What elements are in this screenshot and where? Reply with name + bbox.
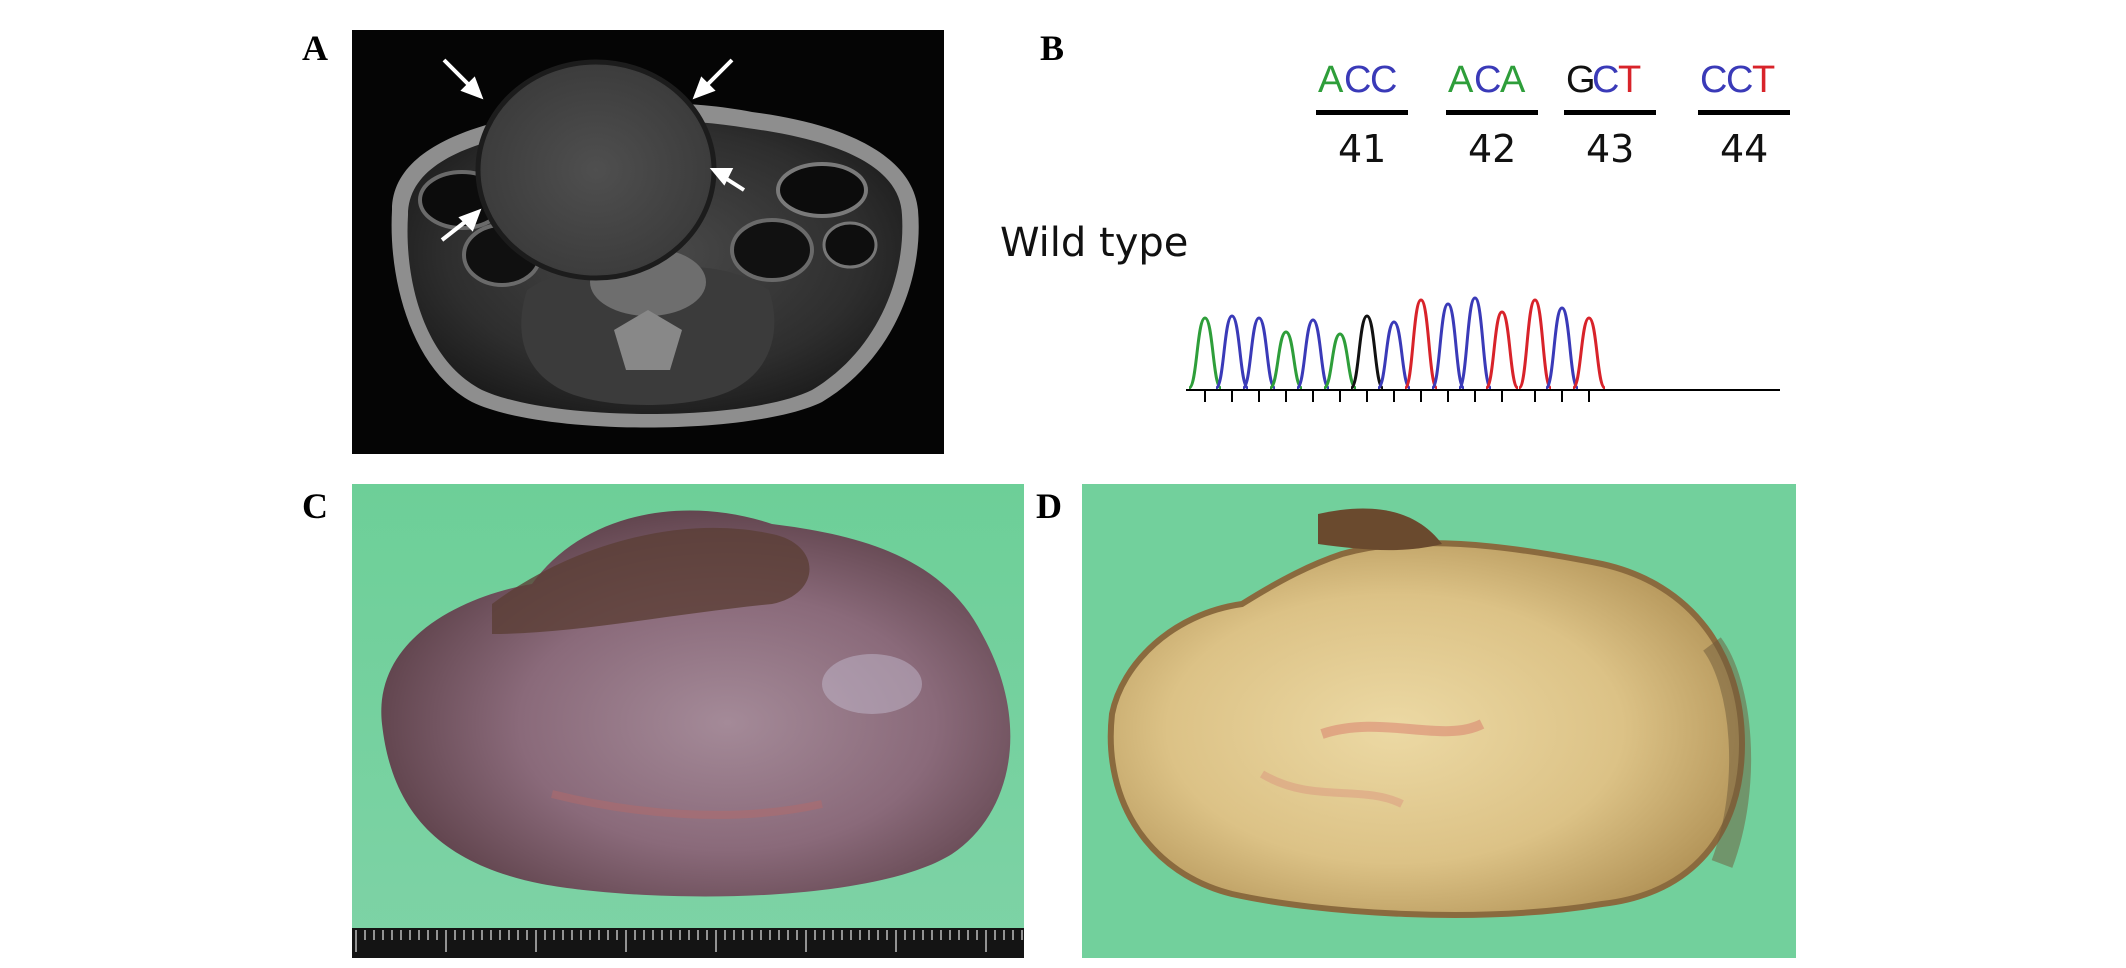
sequence-base: G [1566,59,1596,101]
chromatogram-peak [1268,330,1304,390]
chromatogram-peak [1241,316,1277,390]
specimen-exterior-drawing [352,484,1024,958]
chromatogram-peak [1430,302,1466,390]
chromatogram-peak [1214,314,1250,390]
chromatogram-peak [1376,320,1412,390]
arrow-icon [709,168,746,192]
attached-tissue [1318,508,1442,551]
sequence-base: A [1318,59,1344,101]
arrow-icon [442,58,484,100]
chromatogram-peak [1322,332,1358,390]
wild-type-label: Wild type [1000,220,1189,266]
chromatogram-peak [1484,310,1520,390]
bowel-loop [730,218,814,282]
mri-scan-drawing [391,58,919,428]
chromatogram-peak [1517,298,1553,390]
tumor-mass [475,59,717,281]
gross-specimen-exterior-photo [352,484,1024,958]
arrow-icon [440,208,482,242]
chromatogram-peak [1349,314,1385,390]
codon-position-label: 43 [1586,127,1634,170]
codon-underline [1564,110,1656,115]
chromatogram-trace [1186,296,1780,402]
codon-position-label: 44 [1720,127,1768,170]
sequence-base: A [1448,59,1474,101]
panel-label-a: A [302,28,328,68]
panel-label-d: D [1036,486,1062,526]
panel-label-b: B [1040,28,1065,68]
spinal-process [614,310,682,370]
codon-position-label: 42 [1468,127,1516,170]
chromatogram-peak [1295,318,1331,390]
sequence-base: T [1618,59,1641,101]
sequence-base: A [1500,59,1526,101]
panel-label-c: C [302,486,328,526]
mri-axial-image [352,30,944,454]
attached-tissue [492,527,810,634]
sequence-base: C [1726,59,1753,101]
chromatogram-peak [1544,306,1580,390]
codon-underline [1446,110,1538,115]
sequence-base: T [1752,59,1775,101]
sequence-base: C [1344,59,1371,101]
sequence-base: C [1700,59,1727,101]
specimen-cut-surface-drawing [1082,484,1796,958]
codon-underline [1698,110,1790,115]
codon-underline [1316,110,1408,115]
sequencing-panel: ACC41ACA42GCT43CCT44TCT45 Wild type [1000,50,1800,420]
codon-position-label: 41 [1338,127,1386,170]
sequence-base: C [1370,59,1397,101]
bowel-loop [822,221,878,269]
bowel-loop [776,162,868,218]
chromatogram-peak [1187,316,1223,390]
sequence-base: C [1592,59,1619,101]
arrow-icon [692,58,734,100]
chromatogram-peak [1457,296,1493,390]
chromatogram-peak [1571,316,1607,390]
gross-specimen-cut-surface-photo [1082,484,1796,958]
chromatogram-peak [1403,298,1439,390]
sequence-base: C [1474,59,1501,101]
codon-sequence: ACC41ACA42GCT43CCT44TCT45 [1316,59,1790,170]
